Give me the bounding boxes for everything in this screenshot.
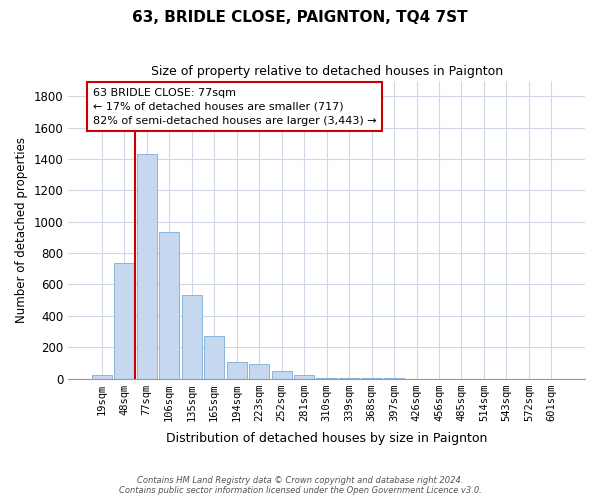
Bar — [272, 370, 292, 378]
Bar — [294, 374, 314, 378]
Bar — [137, 154, 157, 378]
Bar — [159, 232, 179, 378]
Title: Size of property relative to detached houses in Paignton: Size of property relative to detached ho… — [151, 65, 503, 78]
Text: 63 BRIDLE CLOSE: 77sqm
← 17% of detached houses are smaller (717)
82% of semi-de: 63 BRIDLE CLOSE: 77sqm ← 17% of detached… — [93, 88, 376, 126]
Bar — [227, 362, 247, 378]
Y-axis label: Number of detached properties: Number of detached properties — [15, 136, 28, 322]
Bar — [92, 376, 112, 378]
Bar — [204, 336, 224, 378]
X-axis label: Distribution of detached houses by size in Paignton: Distribution of detached houses by size … — [166, 432, 487, 445]
Text: 63, BRIDLE CLOSE, PAIGNTON, TQ4 7ST: 63, BRIDLE CLOSE, PAIGNTON, TQ4 7ST — [132, 10, 468, 25]
Bar — [249, 364, 269, 378]
Text: Contains HM Land Registry data © Crown copyright and database right 2024.
Contai: Contains HM Land Registry data © Crown c… — [119, 476, 481, 495]
Bar — [182, 296, 202, 378]
Bar — [114, 264, 134, 378]
